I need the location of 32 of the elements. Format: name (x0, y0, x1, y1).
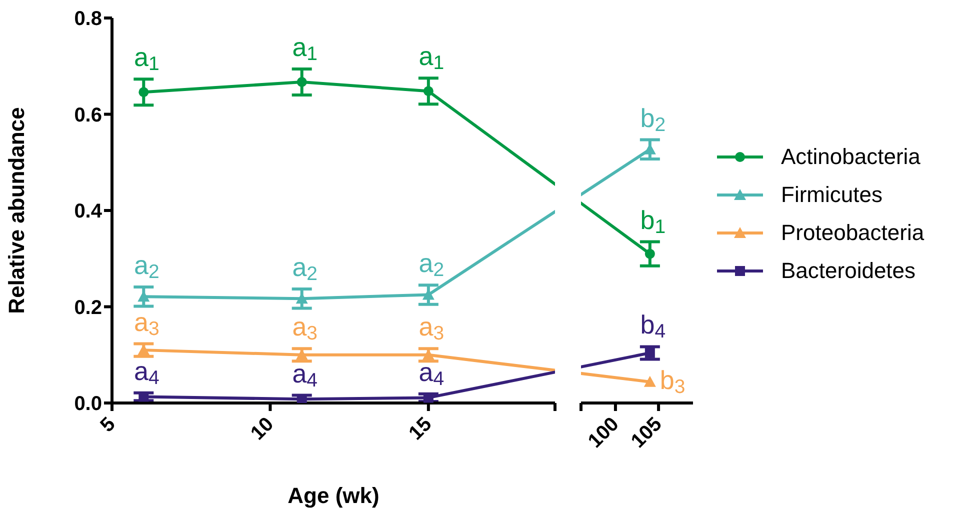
y-tick-label: 0.2 (74, 296, 102, 319)
x-tick-label: 105 (627, 413, 666, 452)
legend-label: Actinobacteria (781, 144, 920, 170)
y-tick-label: 0.6 (74, 104, 102, 126)
y-tick-label: 0.0 (74, 393, 102, 416)
legend-label: Proteobacteria (781, 220, 924, 246)
x-tick-label: 5 (96, 413, 120, 437)
annotation: a$_{3}$ (134, 306, 160, 340)
annotation: b$_{2}$ (640, 102, 666, 136)
annotation: a$_{2}$ (418, 248, 444, 282)
annotation: a$_{2}$ (134, 250, 160, 284)
annotation: b$_{3}$ (660, 364, 686, 398)
legend-label: Firmicutes (781, 182, 882, 208)
x-axis-title: Age (wk) (288, 483, 380, 508)
legend-label: Bacteroidetes (781, 258, 916, 284)
annotation: b$_{4}$ (640, 310, 666, 343)
x-tick-label: 15 (404, 413, 436, 445)
annotation: b$_{1}$ (640, 204, 666, 238)
annotation: a$_{4}$ (418, 356, 444, 390)
y-axis-title: Relative abundance (4, 107, 29, 314)
annotation: a$_{4}$ (292, 358, 318, 392)
annotation: a$_{1}$ (134, 42, 160, 76)
annotation: a$_{2}$ (292, 252, 318, 285)
y-tick-label: 0.8 (74, 8, 102, 30)
annotation: a$_{1}$ (292, 32, 318, 66)
annotation: a$_{3}$ (292, 312, 318, 345)
x-tick-label: 10 (246, 413, 278, 445)
annotation: a$_{1}$ (418, 41, 444, 74)
x-tick-label: 100 (584, 413, 624, 452)
annotation: a$_{4}$ (134, 356, 160, 389)
annotation: a$_{3}$ (418, 312, 444, 345)
y-tick-label: 0.4 (74, 200, 103, 223)
